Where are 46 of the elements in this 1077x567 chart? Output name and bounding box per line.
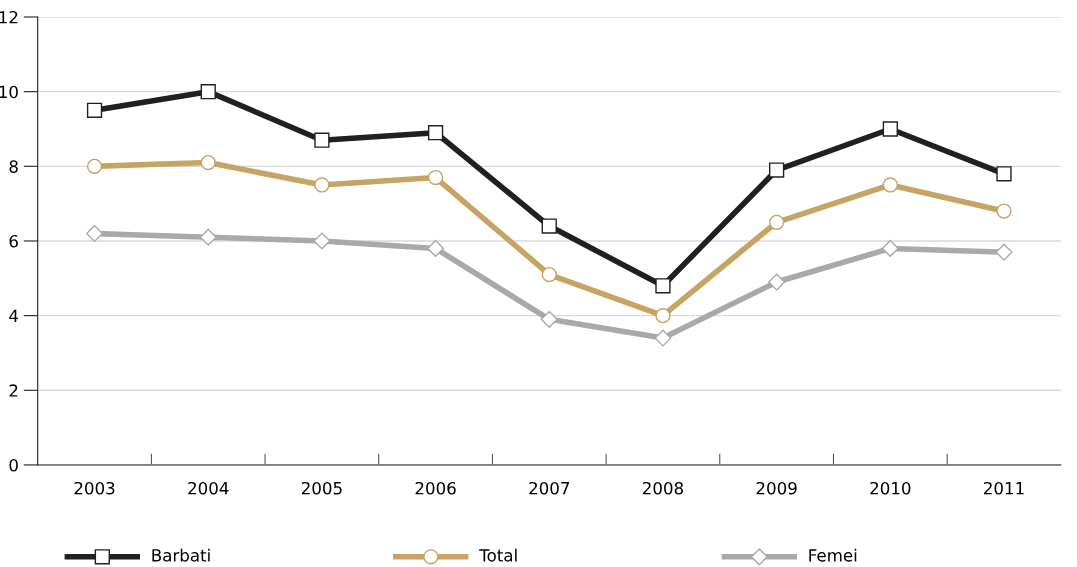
- point: [427, 125, 444, 141]
- y-tick-label: 4: [9, 309, 19, 322]
- point: [540, 310, 558, 328]
- x-tick-label: 2008: [642, 481, 684, 495]
- legend-label: Total: [479, 548, 517, 562]
- point: [882, 121, 898, 137]
- point: [768, 273, 786, 291]
- point: [199, 228, 217, 246]
- point: [86, 102, 103, 118]
- point: [654, 329, 672, 347]
- point: [655, 307, 671, 324]
- x-tick-label: 2006: [415, 481, 456, 495]
- x-tick-label: 2005: [301, 481, 342, 495]
- y-tick-label: 8: [9, 160, 18, 173]
- point: [200, 154, 216, 171]
- point: [427, 239, 445, 257]
- legend-label: Femei: [809, 548, 857, 562]
- x-tick-label: 2004: [188, 481, 229, 495]
- point: [882, 177, 898, 193]
- point: [768, 162, 785, 178]
- point: [655, 278, 671, 294]
- point: [86, 158, 103, 174]
- x-tick-label: 2007: [529, 481, 570, 495]
- y-tick-label: 6: [9, 234, 18, 248]
- x-tick-label: 2011: [984, 481, 1024, 495]
- y-tick-label: 2: [9, 384, 18, 397]
- y-tick-label: 12: [0, 10, 18, 24]
- point: [541, 266, 557, 283]
- x-tick-label: 2009: [756, 481, 797, 495]
- legend-label: Barbati: [152, 548, 210, 562]
- point: [541, 218, 557, 234]
- point: [995, 243, 1013, 261]
- point: [427, 169, 444, 186]
- point: [314, 177, 330, 193]
- x-tick-label: 2003: [74, 481, 115, 495]
- y-tick-label: 0: [9, 458, 18, 472]
- point: [768, 214, 785, 230]
- point: [313, 232, 331, 250]
- y-tick-label: 10: [0, 85, 18, 99]
- point: [85, 224, 104, 243]
- point: [314, 132, 330, 148]
- point: [996, 166, 1012, 182]
- point: [200, 84, 216, 100]
- x-tick-label: 2010: [870, 481, 911, 495]
- point: [881, 239, 899, 257]
- point: [996, 203, 1012, 219]
